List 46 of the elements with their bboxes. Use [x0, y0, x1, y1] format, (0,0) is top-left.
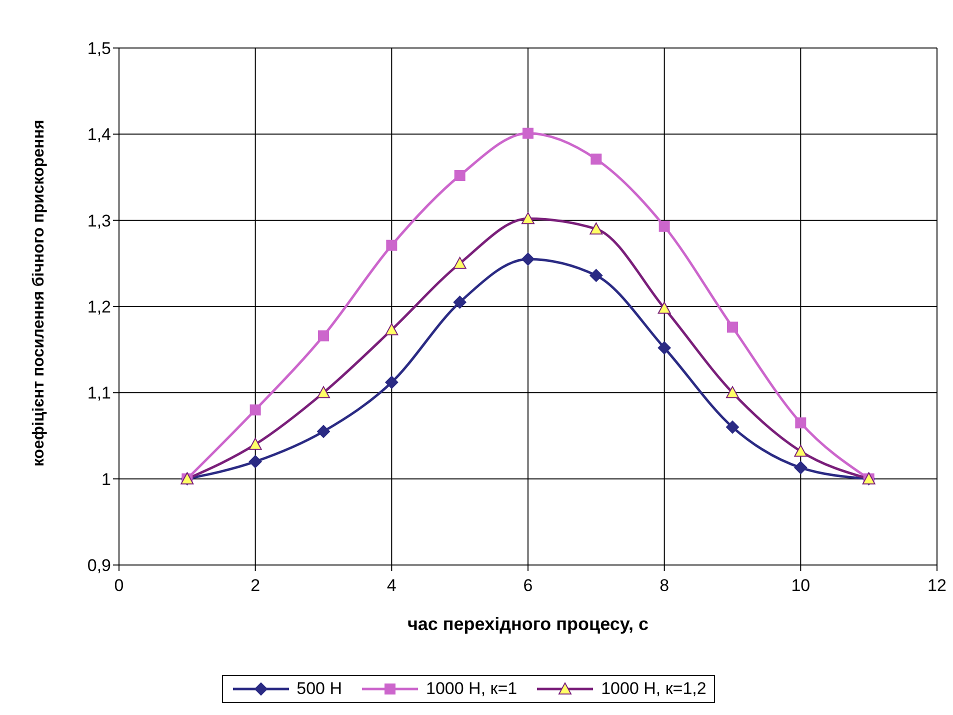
point [794, 444, 808, 457]
point [590, 222, 603, 234]
x-tick-label: 10 [791, 576, 810, 596]
point [385, 323, 398, 336]
point [726, 386, 739, 398]
point [318, 330, 329, 342]
point [385, 376, 398, 389]
y-tick-label: 1,3 [87, 211, 111, 230]
x-tick-label: 2 [250, 576, 260, 596]
point [317, 386, 330, 398]
legend-label: 500 Н [296, 679, 342, 699]
x-tick-label: 0 [114, 576, 124, 596]
x-tick-label: 12 [928, 576, 946, 596]
point [454, 170, 466, 182]
x-axis-title: час перехідного процесу, с [407, 614, 649, 634]
point [522, 212, 534, 224]
point [590, 268, 603, 282]
point [726, 420, 739, 434]
point [386, 240, 398, 251]
point [453, 296, 466, 309]
y-tick-label: 1,5 [87, 39, 111, 58]
y-tick-label: 1,4 [87, 125, 111, 144]
point [658, 220, 670, 232]
y-tick-label: 0,9 [87, 556, 111, 576]
x-tick-label: 6 [523, 576, 533, 596]
y-tick-label: 1 [102, 470, 111, 489]
point [795, 417, 806, 428]
legend-label: 1000 Н, к=1 [426, 679, 518, 699]
point [248, 455, 262, 468]
point [317, 424, 330, 438]
point [658, 302, 671, 314]
point [727, 322, 738, 333]
point [794, 461, 808, 474]
point [453, 256, 466, 269]
point [590, 154, 602, 165]
y-tick-label: 1,1 [87, 384, 111, 403]
legend-label: 1000 Н, к=1,2 [601, 679, 706, 699]
point [248, 438, 262, 450]
point [658, 341, 671, 354]
point [522, 252, 534, 266]
x-tick-label: 4 [386, 576, 396, 596]
point [522, 128, 534, 139]
point [250, 404, 261, 416]
x-tick-label: 8 [660, 576, 670, 596]
y-axis-title: коефіцієнт посилення бічного прискорення [30, 120, 48, 466]
y-tick-label: 1,2 [87, 298, 111, 317]
